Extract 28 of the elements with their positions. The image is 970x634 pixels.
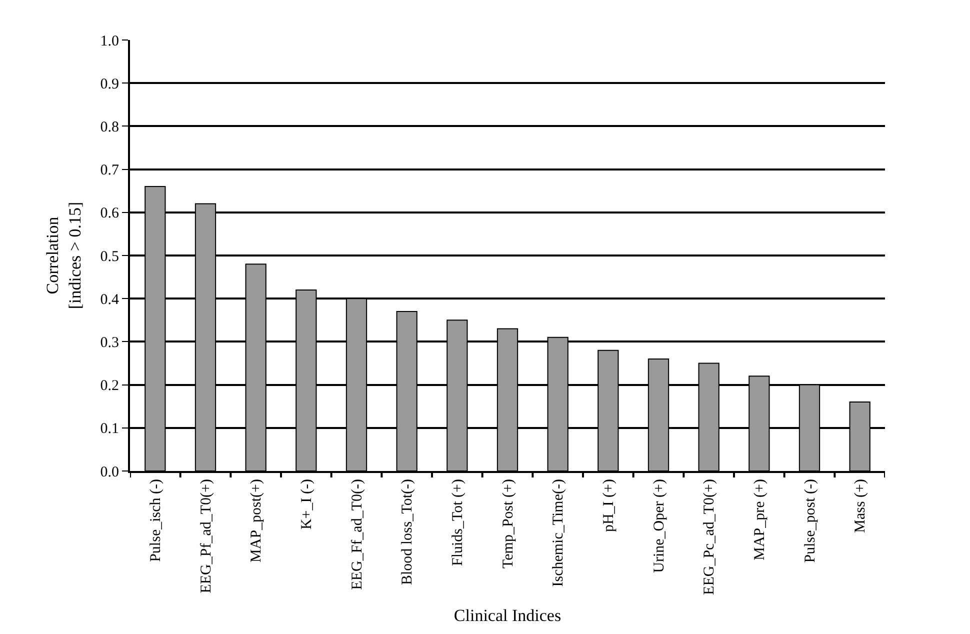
y-tick-label: 0.4: [100, 292, 120, 308]
y-tick-label: 1.0: [100, 33, 119, 50]
x-tick-label: Pulse_post (-): [802, 479, 818, 563]
x-tick-label: K+_I (-): [299, 479, 316, 530]
x-tick-label: Blood loss_Tot(-): [400, 479, 416, 586]
x-tick-label: MAP_pre (+): [752, 479, 768, 560]
y-tick-label: 0.2: [100, 378, 119, 394]
x-tick-label: Mass (+): [852, 479, 869, 533]
y-tick-label: 0.8: [100, 119, 119, 136]
x-tick-label: pH_I (+): [601, 479, 618, 532]
x-tick-label: EEG_Ff_ad_T0(-): [349, 479, 366, 590]
y-tick-label: 0.1: [100, 421, 119, 438]
x-tick-label: EEG_Pc_ad_T0(+): [702, 479, 718, 595]
x-tick-label: Urine_Oper (+): [651, 479, 668, 573]
y-tick-label: 0.7: [100, 162, 120, 179]
y-tick-label: 0.6: [100, 206, 120, 222]
x-tick-label: Pulse_isch (-): [148, 479, 164, 562]
y-tick-label: 0.0: [100, 464, 119, 480]
y-axis-title: Correlation [indices > 0.15]: [43, 202, 84, 310]
x-tick-label: MAP_post(+): [248, 478, 265, 562]
x-axis-title: Clinical Indices: [454, 606, 562, 625]
y-tick-label: 0.3: [100, 334, 119, 351]
y-tick-label: 0.9: [100, 76, 119, 92]
x-tick-label: Fluids_Tot (+): [450, 479, 466, 566]
x-tick-label: Ischemic_Time(-): [550, 479, 567, 587]
y-tick-label: 0.5: [100, 248, 119, 265]
x-tick-label: EEG_Pf_ad_T0(+): [198, 478, 214, 594]
x-tick-label: Temp_Post (+): [500, 479, 516, 568]
